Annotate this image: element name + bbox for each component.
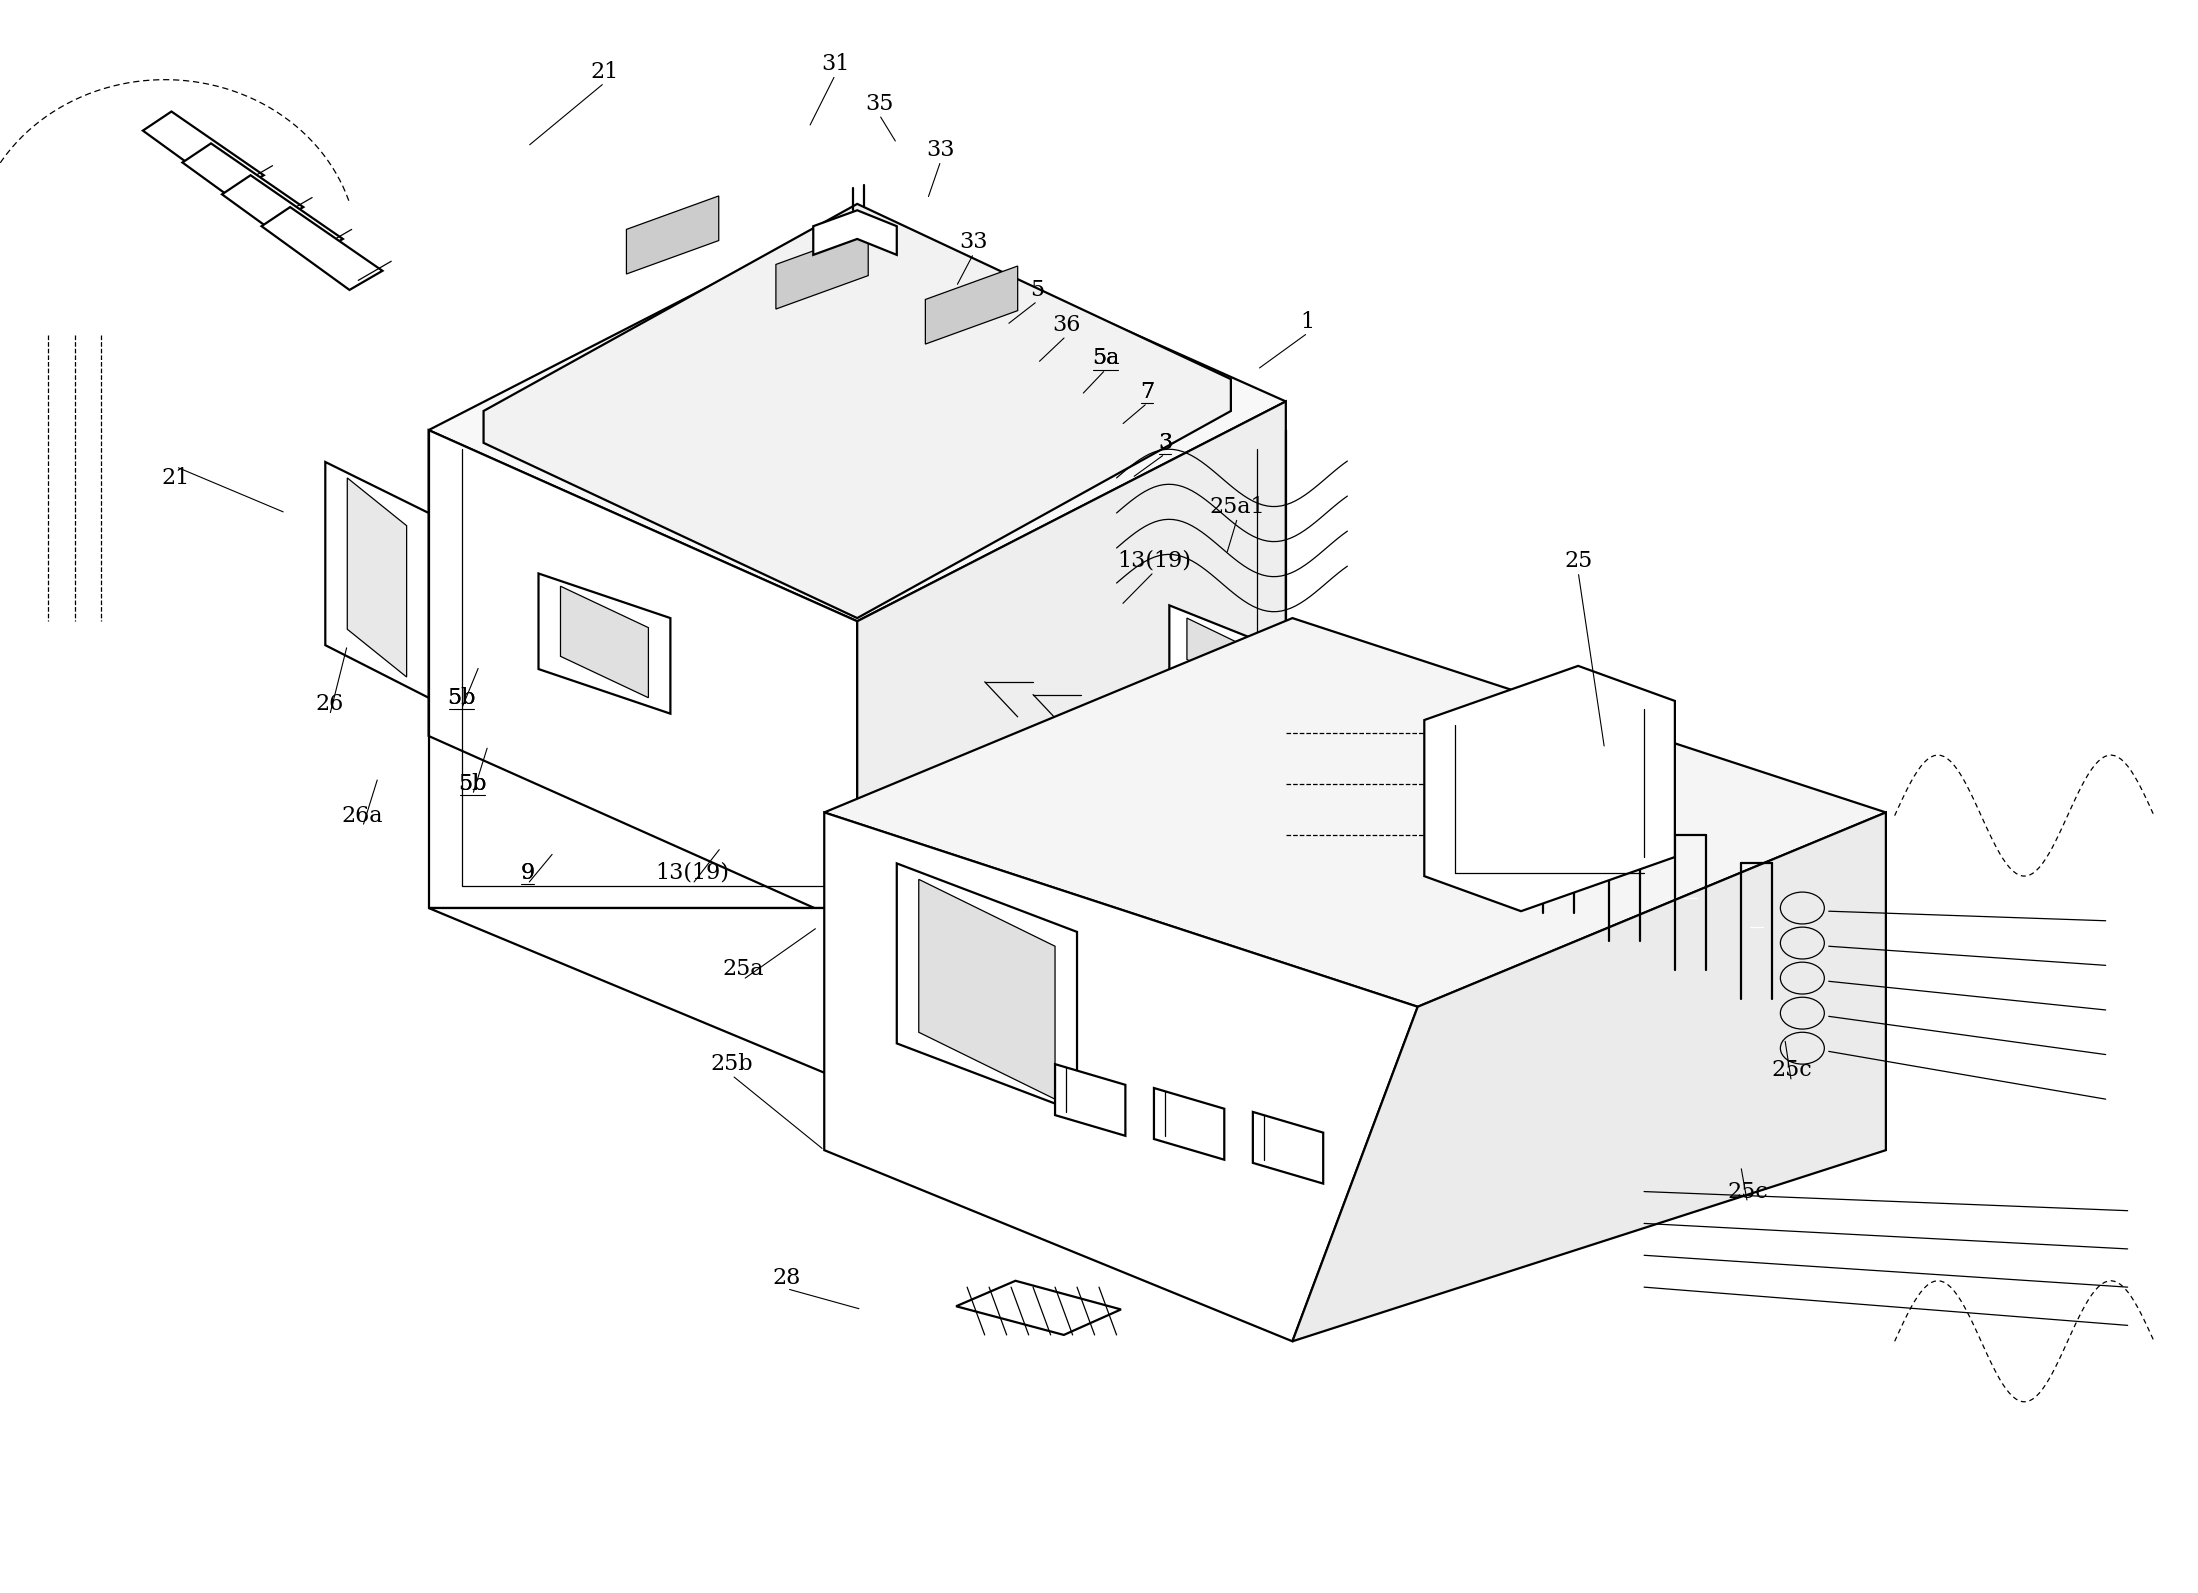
Text: 36: 36: [1053, 314, 1079, 336]
Polygon shape: [560, 586, 648, 698]
Polygon shape: [824, 618, 1886, 1007]
Text: 5b: 5b: [459, 773, 486, 795]
Text: 3: 3: [1158, 432, 1172, 454]
Text: 25c: 25c: [1772, 1059, 1811, 1082]
Text: 25b: 25b: [710, 1053, 754, 1075]
Text: 1: 1: [1301, 311, 1314, 333]
Text: 21: 21: [163, 467, 189, 489]
Polygon shape: [1154, 1088, 1224, 1160]
Text: 13(19): 13(19): [1117, 550, 1191, 572]
Text: 3: 3: [1158, 432, 1172, 454]
Polygon shape: [1055, 1064, 1125, 1136]
Polygon shape: [1292, 812, 1886, 1341]
Text: 31: 31: [822, 53, 848, 75]
Polygon shape: [539, 573, 670, 714]
Text: 25: 25: [1565, 550, 1591, 572]
Text: 21: 21: [591, 61, 618, 83]
Polygon shape: [956, 1281, 1121, 1335]
Text: 25a: 25a: [723, 957, 763, 980]
Text: 13(19): 13(19): [655, 862, 730, 884]
Polygon shape: [919, 879, 1055, 1099]
Polygon shape: [262, 207, 382, 290]
Text: 25a1: 25a1: [1209, 495, 1266, 518]
Polygon shape: [1169, 605, 1257, 704]
Text: 5b: 5b: [448, 687, 475, 709]
Text: 5: 5: [1031, 279, 1044, 301]
Polygon shape: [429, 210, 1286, 621]
Polygon shape: [1187, 618, 1240, 685]
Text: 26: 26: [317, 693, 343, 715]
Text: 5b: 5b: [459, 773, 486, 795]
Polygon shape: [429, 430, 857, 927]
Text: 35: 35: [866, 92, 892, 115]
Text: 33: 33: [961, 231, 987, 253]
Text: 7: 7: [1141, 381, 1154, 403]
Polygon shape: [325, 462, 429, 698]
Polygon shape: [182, 143, 303, 226]
Polygon shape: [222, 175, 343, 258]
Text: 9: 9: [521, 862, 534, 884]
Text: 25c: 25c: [1728, 1180, 1767, 1203]
Polygon shape: [484, 204, 1231, 618]
Polygon shape: [813, 210, 897, 255]
Polygon shape: [347, 478, 407, 677]
Polygon shape: [857, 401, 1286, 927]
Text: 9: 9: [521, 862, 534, 884]
Text: 28: 28: [774, 1266, 800, 1289]
Polygon shape: [1424, 666, 1675, 911]
Polygon shape: [824, 812, 1418, 1341]
Text: 5a: 5a: [1092, 347, 1119, 370]
Polygon shape: [776, 231, 868, 309]
Text: 5b: 5b: [448, 687, 475, 709]
Text: 33: 33: [928, 139, 954, 161]
Text: 7: 7: [1141, 381, 1154, 403]
Polygon shape: [1253, 1112, 1323, 1184]
Polygon shape: [143, 112, 264, 194]
Polygon shape: [897, 863, 1077, 1112]
Polygon shape: [626, 196, 719, 274]
Text: 26a: 26a: [343, 804, 382, 827]
Polygon shape: [429, 908, 1286, 1086]
Text: 5a: 5a: [1092, 347, 1119, 370]
Polygon shape: [925, 266, 1018, 344]
